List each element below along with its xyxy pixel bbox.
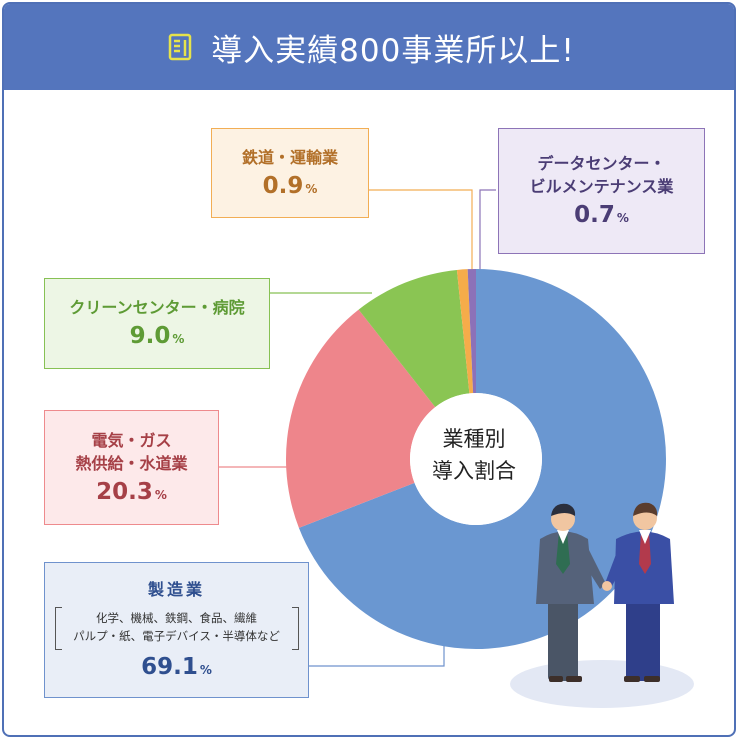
callout-clean-value: 9.0: [129, 323, 171, 350]
callout-electric-unit: %: [154, 487, 167, 502]
callout-datacenter-value: 0.7: [574, 202, 615, 229]
header-bar: 導入実績800事業所以上!: [4, 4, 734, 90]
callout-rail-value-row: 0.9%: [263, 173, 318, 201]
business-handshake-illustration: [510, 502, 694, 708]
page-title: 導入実績800事業所以上!: [211, 32, 575, 69]
connector-rail: [367, 189, 473, 272]
callout-rail-unit: %: [305, 181, 318, 196]
callout-clean-label: クリーンセンター・病院: [69, 298, 245, 318]
callout-manufacturing-unit: %: [199, 663, 212, 678]
callout-rail-label: 鉄道・運輸業: [241, 147, 338, 167]
callout-datacenter-value-row: 0.7%: [574, 202, 629, 230]
callout-manufacturing-detail-line1: 化学、機械、鉄鋼、食品、繊維: [96, 611, 257, 626]
callout-rail: 鉄道・運輸業 0.9%: [211, 128, 369, 218]
chart-center-label: 業種別 導入割合: [394, 424, 554, 487]
donut-slice-1: [286, 309, 436, 528]
callout-rail-value: 0.9: [262, 172, 304, 199]
callout-datacenter-label-line1: データセンター・: [537, 154, 666, 174]
callout-manufacturing: 製造業 化学、機械、鉄鋼、食品、繊維 パルプ・紙、電子デバイス・半導体など 69…: [44, 562, 309, 698]
callout-datacenter: データセンター・ ビルメンテナンス業 0.7%: [498, 128, 705, 254]
connector-datacenter: [479, 189, 496, 272]
callout-electric-label-line2: 熱供給・水道業: [75, 453, 188, 473]
callout-manufacturing-label: 製造業: [147, 580, 205, 600]
document-icon: [168, 33, 192, 61]
donut-slice-3: [456, 269, 474, 394]
donut-hole: [410, 393, 542, 525]
callout-manufacturing-value-row: 69.1%: [141, 654, 212, 682]
callout-clean-unit: %: [172, 332, 185, 347]
callout-datacenter-label-line2: ビルメンテナンス業: [529, 177, 674, 197]
callout-electric-value-row: 20.3%: [96, 479, 167, 507]
donut-slice-4: [467, 269, 476, 394]
center-label-line2: 導入割合: [432, 458, 516, 483]
callout-connectors: [217, 189, 496, 667]
callout-manufacturing-detail: 化学、機械、鉄鋼、食品、繊維 パルプ・紙、電子デバイス・半導体など: [54, 607, 299, 650]
center-label-line1: 業種別: [442, 427, 506, 451]
callout-electric: 電気・ガス 熱供給・水道業 20.3%: [44, 410, 219, 525]
callout-manufacturing-detail-line2: パルプ・紙、電子デバイス・半導体など: [73, 629, 280, 644]
donut-slice-2: [358, 269, 470, 408]
callout-electric-label-line1: 電気・ガス: [91, 430, 172, 450]
callout-datacenter-unit: %: [616, 211, 629, 226]
connector-manufacturing: [307, 642, 445, 667]
callout-manufacturing-value: 69.1: [141, 654, 198, 681]
callout-electric-value: 20.3: [96, 478, 153, 505]
donut-chart: [217, 189, 694, 708]
callout-clean-value-row: 9.0%: [130, 323, 185, 351]
callout-clean: クリーンセンター・病院 9.0%: [44, 278, 270, 369]
